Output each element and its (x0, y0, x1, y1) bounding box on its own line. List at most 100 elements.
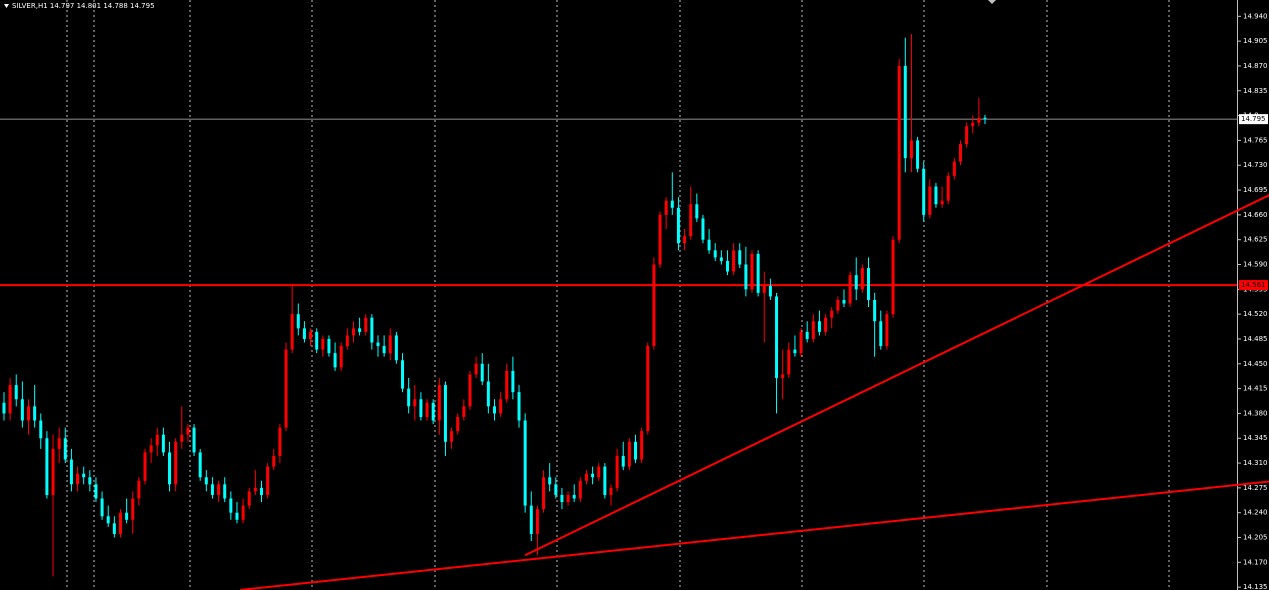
candle-body (842, 299, 846, 304)
candle-body (578, 480, 582, 499)
candle-body (725, 260, 729, 272)
candle-body (217, 484, 221, 495)
candle-body (284, 349, 288, 428)
candle-body (394, 335, 398, 361)
candle-body (775, 296, 779, 378)
candle-body (345, 335, 349, 347)
candle-body (867, 268, 871, 300)
candle-body (940, 200, 944, 205)
candle-body (946, 175, 950, 201)
candle-body (131, 498, 135, 520)
candle-body (351, 328, 355, 336)
candle-body (744, 264, 748, 290)
candle-body (253, 487, 257, 492)
candle-body (627, 441, 631, 467)
chart-header: SILVER,H1 14.797 14.801 14.788 14.795 (12, 2, 155, 10)
candle-body (45, 438, 49, 495)
candle-body (296, 314, 300, 329)
candle-body (922, 168, 926, 215)
y-tick-label: 14.275 (1243, 484, 1268, 492)
candle-body (321, 338, 325, 350)
candle-body (76, 473, 80, 485)
candle-body (174, 441, 178, 485)
candle-body (621, 455, 625, 467)
candle-body (456, 416, 460, 432)
candle-body (873, 299, 877, 322)
candle-body (112, 523, 116, 534)
candle-body (186, 427, 190, 435)
candle-body (2, 402, 6, 414)
candle-body (695, 204, 699, 219)
candle-body (149, 445, 153, 453)
y-tick-label: 14.170 (1243, 558, 1268, 566)
candle-body (597, 466, 601, 478)
candle-body (584, 473, 588, 481)
candle-body (370, 317, 374, 343)
price-label-box (1239, 114, 1268, 125)
candle-body (260, 487, 264, 495)
candle-body (413, 399, 417, 407)
candle-body (738, 250, 742, 265)
candle-body (848, 275, 852, 304)
candle-body (750, 253, 754, 290)
candle-body (339, 346, 343, 368)
candle-body (437, 385, 441, 421)
candle-body (542, 477, 546, 510)
candle-body (535, 509, 539, 534)
candle-body (376, 342, 380, 347)
candle-body (57, 438, 61, 449)
candle-body (155, 434, 159, 446)
y-tick-label: 14.345 (1243, 434, 1268, 442)
shift-marker (988, 0, 996, 4)
y-tick-label: 14.905 (1243, 37, 1268, 45)
candle-body (180, 434, 184, 442)
candle-body (517, 392, 521, 421)
candle-body (125, 512, 129, 520)
candle-body (425, 402, 429, 417)
candle-body (94, 484, 98, 499)
candle-body (401, 360, 405, 389)
y-tick-label: 14.310 (1243, 459, 1268, 467)
candle-body (572, 494, 576, 499)
candle-body (315, 331, 319, 350)
candle-body (971, 122, 975, 127)
candle-body (492, 406, 496, 414)
candle-body (247, 491, 251, 506)
candle-body (854, 275, 858, 290)
candle-body (364, 317, 368, 332)
candle-body (805, 331, 809, 339)
candle-body (615, 455, 619, 488)
candle-body (278, 427, 282, 456)
header-arrow (4, 4, 9, 8)
candle-body (860, 268, 864, 290)
y-tick-label: 14.450 (1243, 360, 1268, 368)
candle-body (229, 498, 233, 513)
candle-body (333, 353, 337, 368)
candle-body (903, 65, 907, 159)
candle-body (14, 385, 18, 400)
candle-body (640, 431, 644, 460)
y-tick-label: 14.135 (1243, 583, 1268, 590)
candle-body (388, 335, 392, 354)
candle-body (670, 200, 674, 208)
candle-body (830, 310, 834, 318)
candle-body (450, 431, 454, 442)
candle-body (241, 505, 245, 520)
candle-body (591, 473, 595, 478)
candle-body (100, 498, 104, 517)
y-tick-label: 14.730 (1243, 161, 1268, 169)
candle-body (382, 346, 386, 354)
candle-body (811, 321, 815, 339)
candle-body (799, 331, 803, 354)
candle-body (781, 374, 785, 378)
candle-body (787, 349, 791, 375)
candle-body (689, 204, 693, 237)
candle-body (958, 143, 962, 162)
candle-body (302, 328, 306, 339)
y-tick-label: 14.625 (1243, 236, 1268, 244)
y-tick-label: 14.485 (1243, 335, 1268, 343)
candle-body (836, 299, 840, 311)
y-tick-label: 14.380 (1243, 409, 1268, 417)
price-label-box (1239, 280, 1268, 291)
